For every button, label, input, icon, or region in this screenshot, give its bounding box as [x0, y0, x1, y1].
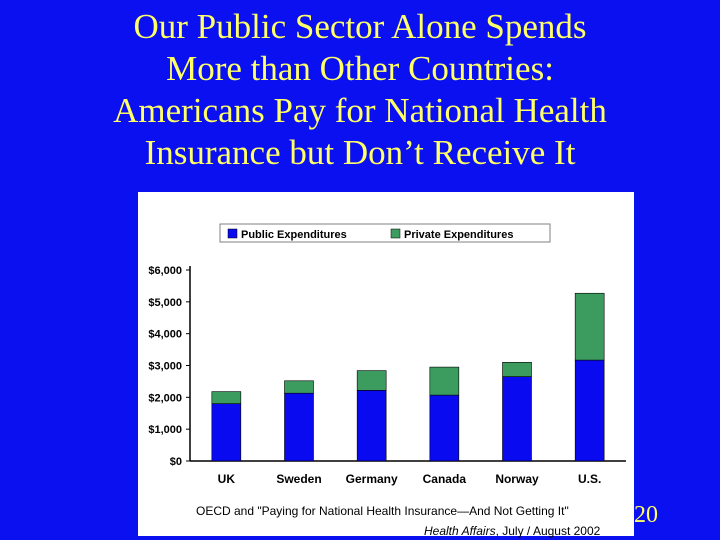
legend-swatch-private: [390, 228, 401, 239]
source-journal: Health Affairs: [424, 524, 496, 538]
title-line-1: Our Public Sector Alone Spends: [133, 7, 587, 46]
stacked-bar-chart: Public Expenditures Private Expenditures…: [148, 223, 626, 486]
y-tick-label: $1,000: [148, 424, 182, 436]
y-tick-label: $5,000: [148, 297, 182, 309]
title-line-3: Americans Pay for National Health: [113, 91, 607, 130]
legend-label-public: Public Expenditures: [241, 229, 347, 241]
y-tick-label: $0: [170, 456, 182, 468]
bar-public-canada: [429, 394, 460, 462]
bar-private-sweden: [284, 380, 314, 394]
source-publication: Health Affairs, July / August 2002: [424, 524, 600, 538]
y-tick-label: $6,000: [148, 265, 182, 277]
x-tick-label: Sweden: [276, 472, 321, 486]
source-date: , July / August 2002: [495, 524, 601, 538]
slide-title: Our Public Sector Alone Spends More than…: [0, 6, 720, 174]
bar-private-canada: [429, 366, 460, 396]
title-line-4: Insurance but Don’t Receive It: [144, 133, 576, 172]
legend: Public Expenditures Private Expenditures: [219, 223, 551, 243]
y-tick-label: $3,000: [148, 361, 182, 373]
x-tick-label: Canada: [423, 472, 467, 486]
bar-private-germany: [356, 370, 387, 391]
bars: [211, 292, 605, 462]
x-tick-label: UK: [218, 472, 236, 486]
legend-label-private: Private Expenditures: [404, 229, 513, 241]
x-axis-labels: UK Sweden Germany Canada Norway U.S.: [218, 472, 602, 486]
bar-public-sweden: [284, 392, 314, 462]
x-tick-label: Germany: [346, 472, 398, 486]
bar-private-us: [574, 292, 605, 361]
chart-panel: Public Expenditures Private Expenditures…: [138, 192, 634, 536]
bar-private-norway: [502, 362, 532, 377]
bar-public-us: [574, 359, 605, 462]
legend-box: [219, 223, 551, 243]
bar-private-uk: [211, 391, 242, 404]
y-tick-label: $4,000: [148, 329, 182, 341]
y-tick-label: $2,000: [148, 392, 182, 404]
legend-swatch-public: [227, 228, 238, 239]
source-citation: OECD and "Paying for National Health Ins…: [196, 504, 569, 518]
slide-number: 20: [634, 502, 658, 528]
bar-public-germany: [356, 390, 387, 462]
title-line-2: More than Other Countries:: [166, 49, 554, 88]
x-tick-label: U.S.: [578, 472, 601, 486]
x-tick-label: Norway: [495, 472, 539, 486]
y-axis-ticks: $0 $1,000 $2,000 $3,000 $4,000 $5,000 $6,000: [148, 265, 190, 468]
bar-public-norway: [502, 376, 532, 462]
bar-public-uk: [211, 403, 242, 462]
